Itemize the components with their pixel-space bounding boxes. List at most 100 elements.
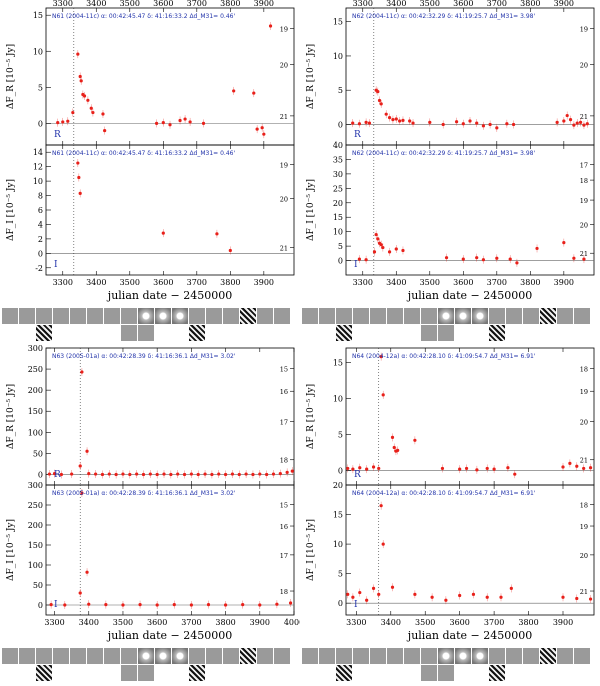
cutout-thumbnail [319, 665, 335, 681]
y-tick-label: 10 [333, 52, 343, 61]
x-tick-label: 3900 [250, 618, 270, 627]
data-point [413, 592, 417, 596]
y-tick-label: 6 [38, 206, 43, 215]
y-tick-label: 14 [33, 148, 43, 157]
data-point [107, 472, 111, 476]
cutout-thumbnail [121, 325, 137, 341]
cutout-thumbnail [472, 308, 488, 324]
y-tick-label: 150 [28, 541, 43, 550]
data-point [91, 110, 95, 115]
panel-N61-I: -2 0 2 4 6 8 10 12 14 3300 3400 3500 3600 3700 3800 390… [6, 144, 295, 287]
y-tick-label: 8 [38, 192, 43, 201]
data-point [401, 248, 405, 253]
data-point [183, 117, 187, 121]
y-tick-label: 5 [338, 242, 343, 251]
data-point [358, 466, 362, 470]
data-point [390, 585, 395, 589]
panel-header: N62 (2004-11c) α: 00:42:32.29 δ: 41:19:2… [352, 13, 535, 20]
y-tick-label: 250 [28, 501, 43, 510]
band-label: R [354, 470, 361, 480]
data-point [135, 472, 139, 476]
data-point [365, 467, 369, 471]
cutout-thumbnail [387, 665, 403, 681]
data-point [346, 592, 350, 596]
y-axis-label: ΔF_I [10⁻⁵ Jy] [306, 519, 316, 581]
cutout-thumbnail [206, 665, 222, 681]
data-point [582, 466, 586, 471]
x-tick-label-top: 3800 [520, 0, 540, 8]
data-point [258, 603, 262, 607]
data-point [381, 542, 385, 546]
data-point [515, 261, 519, 265]
x-tick-label: 3300 [44, 618, 64, 627]
cutout-thumbnail [87, 325, 103, 341]
data-point [481, 258, 486, 262]
cutout-thumbnail [36, 648, 52, 664]
cutout-thumbnail [455, 308, 471, 324]
mag-tick-label: 20 [580, 419, 588, 427]
cutout-thumbnail [189, 648, 205, 664]
cutout-thumbnail [489, 325, 505, 341]
cutout-thumbnail [19, 325, 35, 341]
cutout-thumbnail [353, 308, 369, 324]
cutout-thumbnail [421, 325, 437, 341]
data-point [461, 122, 465, 126]
cutout-thumbnail [353, 665, 369, 681]
cutout-thumbnail [574, 648, 590, 664]
cutout-thumbnail [53, 308, 69, 324]
data-point [575, 464, 579, 468]
y-axis-label: ΔF_I [10⁻⁵ Jy] [306, 179, 316, 241]
mag-tick-label: 21 [580, 457, 588, 465]
cutout-thumbnail [353, 648, 369, 664]
mag-tick-label: 21 [280, 244, 288, 252]
cutout-thumbnail [206, 325, 222, 341]
data-point [376, 237, 380, 241]
cutout-thumbnail [189, 325, 205, 341]
data-point [268, 24, 273, 28]
x-tick-label: 3800 [518, 618, 538, 627]
data-point [76, 52, 80, 56]
quadrant-3: 0 5 10 15 18 19 20 21 N64 (2004-12a) α: 00:42:28… [306, 347, 595, 642]
data-point [47, 472, 52, 476]
cutout-thumbnail [438, 665, 454, 681]
mag-tick-label: 20 [280, 62, 288, 70]
data-point [488, 122, 492, 127]
cutout-thumbnail [319, 648, 335, 664]
data-point [374, 232, 378, 237]
data-point [101, 112, 105, 116]
data-point [141, 472, 146, 477]
cutout-thumbnail [2, 325, 18, 341]
cutout-thumbnail [36, 308, 52, 324]
data-point [215, 232, 219, 236]
cutout-thumbnail [370, 665, 386, 681]
x-tick-label: 3300 [353, 278, 373, 287]
x-tick-label: 3700 [181, 618, 201, 627]
x-tick-label: 3500 [415, 618, 435, 627]
data-point [172, 603, 176, 607]
data-point [454, 120, 459, 124]
data-point [89, 106, 93, 110]
data-point [461, 257, 465, 261]
data-point [572, 123, 576, 127]
mag-tick-label: 18 [580, 502, 588, 510]
plot-frame [45, 484, 295, 616]
cutout-thumbnail [302, 648, 318, 664]
cutout-thumbnail [70, 648, 86, 664]
x-tick-label: 3900 [553, 618, 573, 627]
data-point [244, 472, 248, 476]
y-tick-label: 0 [338, 257, 343, 266]
y-tick-label: 0 [38, 470, 43, 479]
data-point [430, 595, 434, 599]
cutout-thumbnail [257, 665, 273, 681]
panel-N63-I: 0 50 100 150 200 250 300 3300 3400 3500 3600 3700 38… [6, 481, 300, 627]
cutout-thumbnail [274, 325, 290, 341]
data-point [358, 590, 362, 595]
data-point [241, 603, 245, 607]
x-tick-label-top: 3600 [153, 0, 173, 8]
y-axis-label: ΔF_R [10⁻⁵ Jy] [6, 384, 16, 449]
panel-header: N63 (2005-01a) α: 00:42:28.39 δ: 41:16:3… [52, 490, 236, 497]
cutout-thumbnail [387, 308, 403, 324]
y-tick-label: 30 [333, 170, 343, 179]
data-point [196, 472, 200, 477]
cutout-thumbnail [353, 325, 369, 341]
